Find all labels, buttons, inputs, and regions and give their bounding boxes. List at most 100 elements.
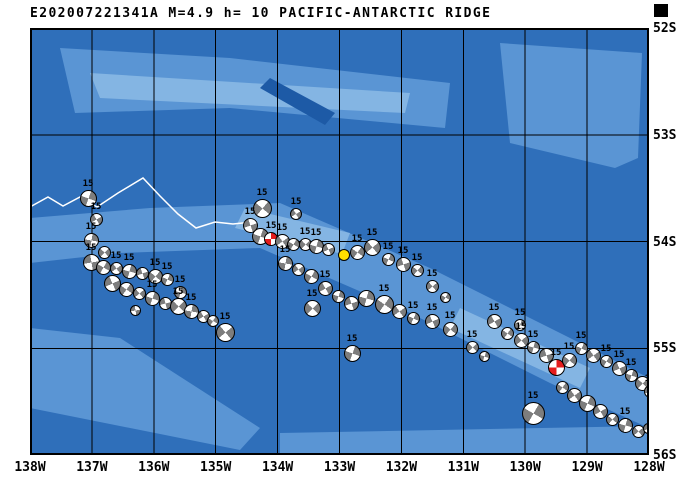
- focal-mechanism-beachball: [592, 403, 608, 419]
- focal-mechanism-beachball: [109, 261, 123, 275]
- depth-label: 15: [299, 226, 311, 237]
- depth-label: 15: [244, 206, 256, 217]
- depth-label: 15: [276, 222, 288, 233]
- focal-mechanism-beachball: [465, 340, 479, 354]
- focal-mechanism-beachball: [363, 238, 381, 256]
- lat-label: 55S: [653, 341, 677, 357]
- depth-label: 15: [563, 341, 575, 352]
- depth-label: 15: [256, 187, 268, 198]
- lon-label: 134W: [261, 460, 294, 475]
- depth-label: 15: [515, 321, 527, 332]
- depth-label: 15: [613, 349, 625, 360]
- focal-mechanism-beachball: [599, 354, 613, 368]
- focal-mechanism-beachball: [303, 268, 319, 284]
- focal-mechanism-beachball: [478, 350, 490, 362]
- focal-mechanism-beachball: [410, 263, 424, 277]
- focal-mechanism-beachball: [585, 347, 601, 363]
- bathymetry-polygon: [30, 328, 260, 450]
- depth-label: 15: [378, 283, 390, 294]
- focal-mechanism-beachball: [578, 394, 596, 412]
- focal-mechanism-beachball: [611, 360, 627, 376]
- focal-mechanism-beachball: [538, 347, 554, 363]
- focal-mechanism-beachball: [391, 303, 407, 319]
- lat-label: 53S: [653, 127, 677, 143]
- depth-label: 15: [466, 329, 478, 340]
- depth-label: 15: [426, 302, 438, 313]
- depth-label: 15: [290, 197, 302, 207]
- focal-mechanism-beachball: [486, 313, 502, 329]
- depth-label: 15: [346, 333, 358, 344]
- depth-label: 15: [488, 302, 500, 313]
- focal-mechanism-beachball: [317, 280, 333, 296]
- lon-label: 132W: [385, 460, 418, 475]
- focal-mechanism-beachball: [291, 262, 305, 276]
- depth-label: 15: [397, 245, 409, 256]
- focal-mechanism-beachball: [526, 340, 540, 354]
- focal-mechanism-beachball: [89, 212, 103, 226]
- lon-label: 133W: [323, 460, 356, 475]
- focal-mechanism-beachball: [103, 274, 121, 292]
- focal-mechanism-beachball: [277, 255, 293, 271]
- focal-mechanism-beachball: [374, 294, 394, 314]
- lon-label: 136W: [138, 460, 170, 475]
- depth-label: 15: [319, 269, 331, 280]
- depth-label: 15: [110, 250, 122, 261]
- corner-mark-icon: [654, 4, 668, 17]
- focal-mechanisms-layer: 15 15 15 15 15 15 15 15 15 15 15 15 15 15 15 15 15 15 15 15…: [30, 28, 649, 455]
- depth-label: 15: [527, 390, 539, 401]
- depth-label: 15: [444, 310, 456, 321]
- lon-label: 135W: [200, 460, 232, 475]
- lat-label: 56S: [653, 448, 677, 463]
- lon-label: 128W: [633, 460, 665, 475]
- focal-mechanism-beachball: [424, 313, 440, 329]
- depth-label: 15: [85, 242, 97, 253]
- lon-label: 129W: [571, 460, 603, 475]
- depth-label: 15: [306, 288, 318, 299]
- depth-label: 15: [174, 274, 186, 285]
- depth-label: 15: [123, 252, 135, 263]
- map-frame: 15 15 15 15 15 15 15 15 15 15 15 15 15 15 15 15 15 15 15 15…: [30, 28, 649, 455]
- focal-mechanism-beachball: [357, 289, 375, 307]
- depth-label: 15: [575, 330, 587, 341]
- depth-label: 15: [600, 343, 612, 354]
- focal-mechanism-beachball: [160, 272, 174, 286]
- depth-label: 15: [625, 357, 637, 368]
- depth-label: 15: [366, 227, 378, 238]
- depth-label: 15: [351, 233, 363, 244]
- bathymetry-polygon: [90, 73, 410, 113]
- focal-mechanism-beachball: [144, 290, 160, 306]
- depth-label: 15: [644, 373, 649, 384]
- focal-mechanism-beachball: [566, 387, 582, 403]
- depth-label: 15: [185, 292, 197, 303]
- depth-label: 15: [85, 221, 97, 232]
- lon-label: 131W: [447, 460, 479, 475]
- map-title: E202007221341A M=4.9 h= 10 PACIFIC-ANTAR…: [30, 6, 492, 21]
- depth-label: 15: [146, 279, 158, 290]
- depth-label: 15: [426, 268, 438, 279]
- depth-label: 15: [411, 252, 423, 263]
- depth-label: 15: [82, 178, 94, 189]
- depth-label: 15: [407, 300, 419, 311]
- focal-mechanism-beachball: [574, 341, 588, 355]
- bathymetry-polygon: [280, 426, 649, 455]
- focal-mechanism-beachball: [555, 380, 569, 394]
- focal-mechanism-beachball: [605, 412, 619, 426]
- focal-mechanism-beachball: [343, 295, 359, 311]
- focal-mechanism-beachball: [129, 304, 141, 316]
- focal-mechanism-beachball: [252, 198, 272, 218]
- focal-mechanism-beachball: [513, 332, 529, 348]
- plate-boundary-track: [30, 177, 253, 229]
- depth-label: 15: [90, 201, 102, 212]
- depth-label: 15: [527, 329, 539, 340]
- focal-mechanism-beachball: [514, 319, 526, 331]
- focal-mechanism-beachball: [118, 281, 134, 297]
- lat-label: 52S: [653, 21, 677, 36]
- depth-label: 15: [161, 261, 173, 272]
- depth-label: 15: [279, 244, 291, 255]
- focal-mechanism-beachball: [381, 252, 395, 266]
- focal-mechanism-beachball: [173, 285, 187, 299]
- focal-mechanism-beachball: [439, 291, 451, 303]
- focal-mechanism-beachball: [500, 326, 514, 340]
- focal-mechanism-beachball: [343, 344, 361, 362]
